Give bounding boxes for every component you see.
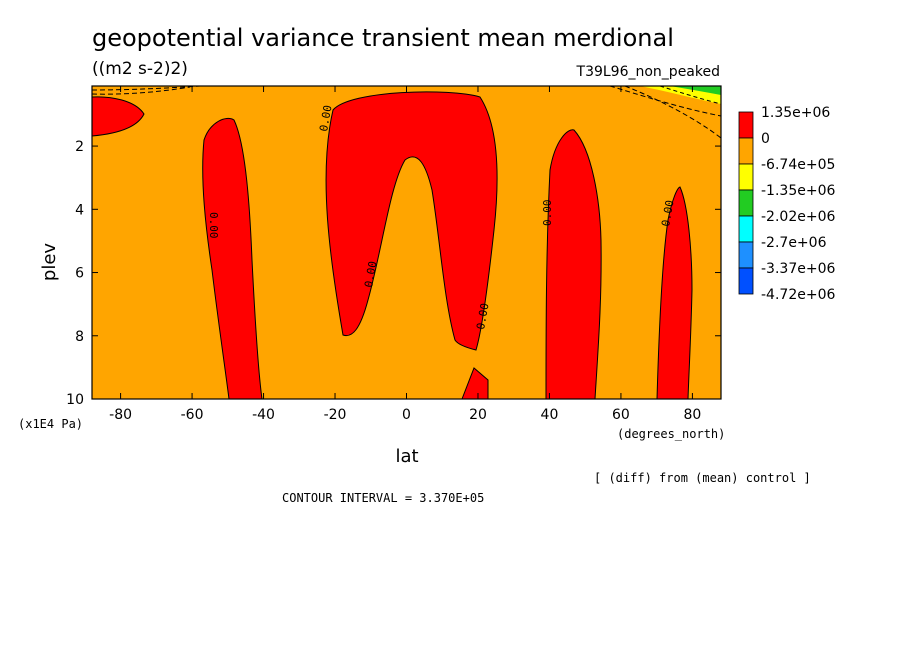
color-legend: 1.35e+06 0 -6.74e+05 -1.35e+06 -2.02e+06 -2.7…	[738, 105, 835, 303]
contour-label-40n: 0.00	[541, 200, 554, 227]
x-tick-label: 60	[612, 407, 630, 423]
red-region-south-pole	[91, 96, 145, 137]
legend-swatch	[738, 241, 754, 269]
legend-label: -3.37e+06	[761, 261, 835, 277]
y-axis-title: plev	[39, 243, 60, 282]
legend-label: -4.72e+06	[761, 287, 835, 303]
y-tick-label: 2	[75, 139, 84, 155]
contour-label-75n: 0.00	[659, 199, 676, 227]
y-tick-label: 4	[75, 202, 84, 218]
chart-units: ((m2 s-2)2)	[92, 59, 188, 79]
comparison-note: [ (diff) from (mean) control ]	[594, 471, 811, 485]
legend-label: 0	[761, 131, 770, 147]
y-tick-label: 6	[75, 266, 84, 282]
red-region-equator	[325, 91, 498, 351]
red-region-45n	[545, 129, 602, 400]
legend-label: -2.7e+06	[761, 235, 827, 251]
north-pole-green-band	[670, 86, 721, 95]
x-tick-label: -40	[252, 407, 275, 423]
x-tick-label: 80	[683, 407, 701, 423]
x-tick-label: -60	[181, 407, 204, 423]
x-axis-title: lat	[395, 446, 418, 467]
y-tick-label: 10	[66, 392, 84, 408]
red-region-60s	[202, 117, 263, 400]
contour-interval-text: CONTOUR INTERVAL = 3.370E+05	[282, 491, 484, 505]
x-tick-label: 0	[402, 407, 411, 423]
y-units-label: (x1E4 Pa)	[18, 417, 83, 431]
plot-area: 0.00 0.00 0.00 0.00 0.00 0.00	[91, 85, 722, 400]
dashed-contour-north-1	[609, 85, 722, 117]
legend-swatch	[738, 267, 754, 295]
x-tick-label: 20	[469, 407, 487, 423]
dashed-contour-south-2	[91, 86, 191, 95]
x-tick-label: 40	[541, 407, 559, 423]
legend-label: -6.74e+05	[761, 157, 835, 173]
dashed-contour-north-3	[659, 85, 722, 105]
x-tick-label: -20	[324, 407, 347, 423]
contour-label-20s: 0.00	[317, 104, 334, 132]
legend-swatch	[738, 215, 754, 243]
dashed-contour-north-2	[624, 85, 722, 139]
y-axis: 2 4 6 8 10	[66, 139, 721, 408]
legend-swatch	[738, 137, 754, 165]
chart-title: geopotential variance transient mean mer…	[92, 24, 674, 52]
red-region-75n	[656, 186, 693, 400]
x-axis: -80 -60 -40 -20 0 20 40 60 80	[109, 86, 701, 423]
legend-label: -2.02e+06	[761, 209, 835, 225]
dashed-contour-south-1	[91, 85, 201, 91]
x-tick-label: -80	[109, 407, 132, 423]
x-units-label: (degrees_north)	[617, 427, 725, 441]
contour-label-20n: 0.00	[474, 302, 491, 330]
contour-label-60s: 0.00	[207, 212, 220, 239]
legend-label: -1.35e+06	[761, 183, 835, 199]
legend-swatch	[738, 163, 754, 191]
legend-swatch	[738, 111, 754, 139]
run-label: T39L96_non_peaked	[576, 64, 720, 80]
legend-swatch	[738, 189, 754, 217]
legend-label: 1.35e+06	[761, 105, 830, 121]
y-tick-label: 8	[75, 329, 84, 345]
contour-label-10s: 0.00	[362, 260, 379, 288]
